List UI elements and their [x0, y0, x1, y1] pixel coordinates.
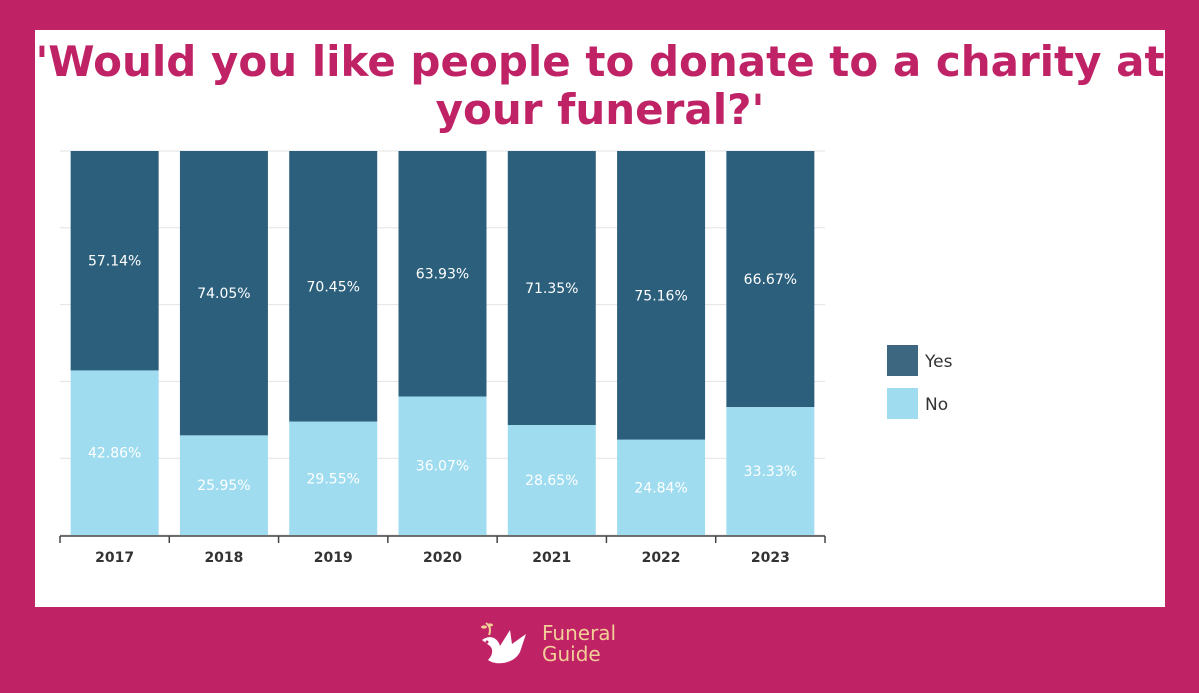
- bar-yes-2021: [507, 151, 596, 425]
- funeral-guide-logo: Funeral Guide: [476, 620, 616, 668]
- dove-icon: [481, 622, 526, 664]
- bar-yes-2019: [289, 151, 378, 422]
- bar-no-2021: [507, 424, 596, 535]
- bar-no-2022: [617, 439, 706, 535]
- data-label-yes-2018: 74.05%: [197, 286, 250, 302]
- x-tick-label-2021: 2021: [532, 550, 571, 566]
- data-label-no-2017: 42.86%: [88, 446, 141, 462]
- bar-yes-2022: [617, 151, 706, 440]
- x-tick-label-2017: 2017: [95, 550, 134, 566]
- bar-no-2020: [398, 396, 487, 535]
- x-tick-label-2018: 2018: [204, 550, 243, 566]
- brand-line-1: Funeral: [542, 621, 617, 645]
- data-label-no-2023: 33.33%: [744, 464, 797, 480]
- bar-yes-2023: [726, 151, 815, 408]
- x-tick-label-2022: 2022: [642, 550, 681, 566]
- data-label-no-2021: 28.65%: [525, 473, 578, 489]
- bar-no-2023: [726, 407, 815, 535]
- legend-label-yes: Yes: [924, 352, 953, 372]
- legend-label-no: No: [925, 395, 948, 415]
- data-label-no-2019: 29.55%: [307, 471, 360, 487]
- data-label-no-2022: 24.84%: [634, 480, 687, 496]
- brand-name: Funeral Guide: [542, 623, 616, 665]
- brand-line-2: Guide: [542, 642, 601, 666]
- x-tick-label-2020: 2020: [423, 550, 462, 566]
- bar-yes-2018: [179, 151, 268, 436]
- data-label-yes-2021: 71.35%: [525, 281, 578, 297]
- data-label-no-2018: 25.95%: [197, 478, 250, 494]
- bar-yes-2017: [70, 151, 159, 371]
- chart-title: 'Would you like people to donate to a ch…: [35, 37, 1165, 134]
- legend-swatch-no: [887, 388, 918, 419]
- data-label-yes-2022: 75.16%: [634, 288, 687, 304]
- bar-yes-2020: [398, 151, 487, 397]
- x-tick-label-2019: 2019: [314, 550, 353, 566]
- bar-no-2017: [70, 370, 159, 535]
- data-label-yes-2019: 70.45%: [307, 279, 360, 295]
- bar-no-2018: [179, 435, 268, 535]
- x-tick-label-2023: 2023: [751, 550, 790, 566]
- legend-swatch-yes: [887, 345, 918, 376]
- data-label-no-2020: 36.07%: [416, 459, 469, 475]
- bar-no-2019: [289, 421, 378, 535]
- chart-card: 'Would you like people to donate to a ch…: [35, 30, 1165, 607]
- stacked-bar-chart: 57.14% 42.86% 2017 74.05% 25.95% 2018 70.45% 29…: [59, 150, 953, 566]
- data-label-yes-2020: 63.93%: [416, 267, 469, 283]
- data-label-yes-2017: 57.14%: [88, 254, 141, 270]
- data-label-yes-2023: 66.67%: [744, 272, 797, 288]
